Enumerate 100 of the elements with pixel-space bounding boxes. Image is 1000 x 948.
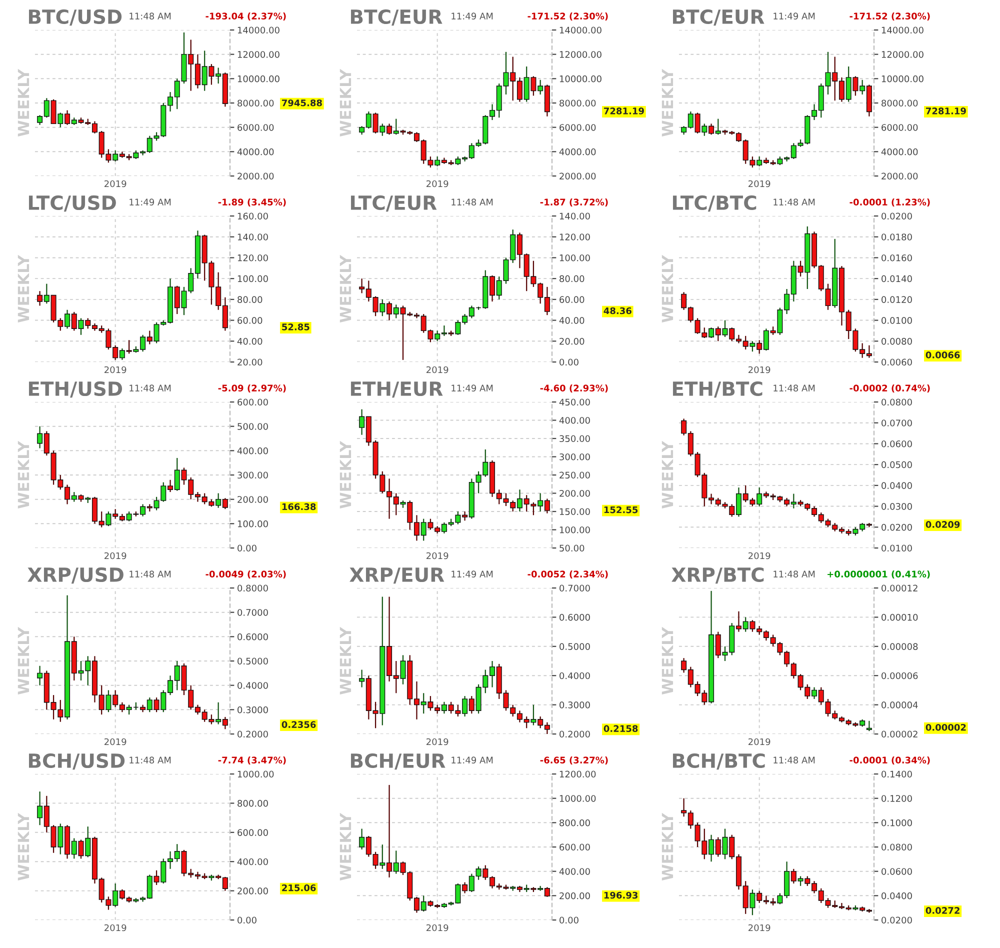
y-tick-label: 50.00	[560, 544, 584, 552]
chart-title: XRP/USD	[28, 567, 124, 584]
text: 11:49 AM	[452, 384, 493, 392]
y-tick-label: 800.00	[560, 819, 590, 826]
y-tick-label: 0.0600	[882, 440, 912, 448]
y-tick-label: 0.00	[560, 358, 578, 366]
y-tick-label: 150.00	[560, 508, 590, 516]
y-tick-label: 600.00	[238, 829, 268, 836]
y-tick-label: 0.1000	[882, 819, 912, 826]
chart-title: BCH/EUR	[350, 753, 446, 770]
y-tick-label: 0.7000	[238, 609, 268, 616]
chart-title: LTC/USD	[28, 195, 116, 212]
y-tick-label: 0.2000	[238, 730, 268, 738]
text: 11:49 AM	[452, 12, 493, 20]
y-tick-label: 4000.00	[237, 148, 274, 156]
y-tick-label: 0.0800	[882, 398, 912, 406]
y-tick-label: 400.00	[237, 858, 268, 866]
y-tick-label: 14000.00	[560, 26, 602, 34]
text: -1.89 (3.45%)	[218, 198, 286, 207]
text: -0.0052 (2.34%)	[528, 570, 608, 579]
y-tick-label: 0.3000	[238, 706, 268, 714]
y-tick-label: 60.00	[560, 296, 584, 303]
y-tick-label: 6000.00	[882, 124, 918, 131]
y-tick-label: 0.00002	[882, 730, 918, 738]
y-tick-label: 200.00	[238, 888, 268, 894]
text: -4.60 (2.93%)	[540, 384, 608, 393]
y-tick-label: 0.4000	[560, 672, 590, 680]
text: 166.38	[282, 503, 316, 510]
y-tick-label: 10000.00	[882, 75, 924, 82]
y-tick-label: 0.3000	[560, 702, 590, 708]
x-tick-label: 2019	[426, 552, 448, 560]
y-tick-label: 0.5000	[238, 658, 268, 665]
text: -0.0001 (0.34%)	[850, 756, 930, 765]
y-tick-label: 1000.00	[238, 770, 274, 778]
y-tick-label: 2000.00	[560, 172, 596, 180]
y-tick-label: 350.00	[560, 435, 590, 442]
x-tick-label: 2019	[426, 738, 448, 746]
y-tick-label: 20.00	[238, 358, 262, 366]
x-tick-label: 2019	[748, 366, 770, 374]
y-tick-label: 1000.00	[560, 795, 596, 802]
y-tick-label: 0.6000	[560, 614, 590, 621]
y-tick-label: 0.0400	[882, 482, 912, 489]
y-tick-label: 0.1200	[882, 795, 912, 802]
y-tick-label: 80.00	[560, 275, 584, 282]
text: 196.93	[604, 892, 638, 899]
y-tick-label: 800.00	[238, 800, 268, 807]
y-tick-label: 6000.00	[238, 124, 274, 131]
chart-title: BTC/USD	[28, 9, 122, 26]
x-tick-label: 2019	[426, 180, 448, 188]
y-tick-label: 120.00	[560, 234, 590, 240]
chart-title: ETH/EUR	[350, 382, 443, 398]
y-tick-label: 500.00	[238, 423, 268, 430]
y-tick-label: 12000.00	[238, 51, 280, 58]
y-tick-label: 0.00010	[882, 614, 918, 621]
chart-title: XRP/EUR	[350, 568, 444, 584]
text: 11:48 AM	[774, 384, 815, 392]
y-tick-label: 0.0060	[882, 358, 912, 366]
text: +0.0000001 (0.41%)	[828, 570, 930, 579]
y-tick-label: 4000.00	[881, 148, 918, 156]
x-tick-label: 2019	[748, 924, 770, 932]
chart-title: LTC/BTC	[672, 195, 756, 212]
x-tick-label: 2019	[104, 180, 126, 188]
text: 0.2356	[282, 721, 316, 728]
x-tick-label: 2019	[104, 552, 126, 560]
y-tick-label: 100.00	[238, 275, 268, 282]
y-tick-label: 12000.00	[882, 51, 924, 58]
y-tick-label: 400.00	[559, 416, 590, 424]
y-tick-label: 2000.00	[882, 172, 918, 180]
y-tick-label: 0.0100	[882, 544, 912, 552]
y-tick-label: 0.8000	[238, 584, 268, 592]
y-tick-label: 140.00	[560, 212, 590, 220]
y-tick-label: 10000.00	[560, 75, 602, 82]
text: -0.0049 (2.03%)	[206, 570, 286, 579]
y-tick-label: 0.00008	[882, 643, 918, 650]
text: 11:48 AM	[130, 570, 171, 578]
text: 11:48 AM	[452, 198, 493, 206]
y-tick-label: 450.00	[559, 398, 590, 406]
y-tick-label: 0.00012	[882, 584, 918, 592]
y-tick-label: 160.00	[238, 212, 268, 220]
text: 215.06	[282, 884, 316, 892]
x-tick-label: 2019	[104, 924, 126, 932]
text: 0.0209	[926, 521, 960, 528]
x-tick-label: 2019	[748, 180, 770, 188]
text: -171.52 (2.30%)	[850, 12, 930, 21]
y-tick-label: 0.00004	[882, 702, 918, 708]
y-tick-label: 200.00	[560, 490, 590, 497]
chart-title: ETH/USD	[28, 381, 122, 398]
y-tick-label: 0.6000	[238, 633, 268, 640]
y-tick-label: 0.7000	[560, 584, 590, 592]
text: -193.04 (2.37%)	[206, 12, 286, 21]
text: 11:48 AM	[130, 384, 171, 392]
y-tick-label: 0.0140	[882, 275, 912, 282]
text: 0.2158	[604, 725, 638, 732]
y-tick-label: 8000.00	[560, 100, 596, 107]
text: 52.85	[282, 324, 310, 330]
y-tick-label: 0.00006	[882, 672, 918, 680]
y-tick-label: 200.00	[238, 496, 268, 503]
text: 7281.19	[604, 108, 644, 114]
y-tick-label: 0.0500	[882, 461, 912, 468]
chart-title: BTC/EUR	[350, 9, 442, 26]
